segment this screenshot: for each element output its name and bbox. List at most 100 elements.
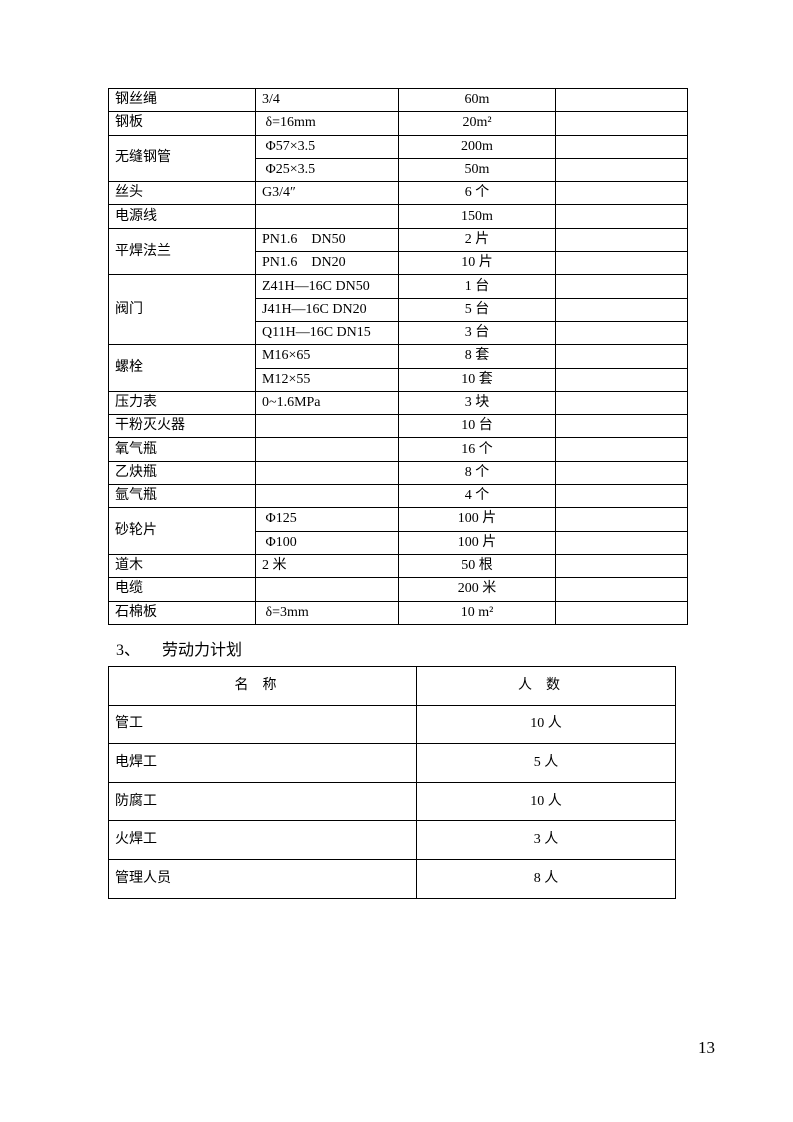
role-count: 5 人 xyxy=(416,743,676,783)
material-name: 砂轮片 xyxy=(108,507,256,555)
page-number: 13 xyxy=(698,1038,715,1057)
material-spec: M12×55 xyxy=(255,367,399,392)
material-spec: PN1.6 DN50 xyxy=(255,227,399,253)
material-quantity: 2 片 xyxy=(398,227,556,253)
material-name: 压力表 xyxy=(108,390,256,416)
material-spec: 2 米 xyxy=(255,553,399,579)
material-quantity: 6 个 xyxy=(398,181,556,206)
table-row: 管理人员 8 人 xyxy=(108,858,676,899)
table-row: M12×55 10 套 xyxy=(109,367,688,392)
material-quantity: 150m xyxy=(398,204,556,229)
material-quantity: 50m xyxy=(398,157,556,183)
material-remark xyxy=(555,134,688,159)
material-spec: Φ125 xyxy=(255,507,399,532)
material-spec: Φ25×3.5 xyxy=(255,157,399,183)
table-row: 石棉板 δ=3mm 10 m² xyxy=(108,600,688,625)
material-spec xyxy=(255,437,399,462)
table-row: 电缆 200 米 xyxy=(108,577,688,602)
material-remark xyxy=(555,507,688,532)
material-spec: 0~1.6MPa xyxy=(255,390,399,416)
material-quantity: 8 个 xyxy=(398,460,556,486)
material-name: 电源线 xyxy=(108,204,256,229)
table-row: 电源线 150m xyxy=(108,204,688,229)
material-spec xyxy=(255,577,399,602)
material-remark xyxy=(555,344,688,369)
material-remark xyxy=(555,227,688,253)
material-spec xyxy=(255,414,399,439)
table-row: 钢板 δ=16mm 20m² xyxy=(108,111,688,136)
material-name: 钢丝绳 xyxy=(108,87,256,113)
material-spec: Z41H—16C DN50 xyxy=(255,274,399,299)
material-remark xyxy=(555,414,688,439)
table-row: 平焊法兰 PN1.6 DN50 2 片 xyxy=(108,227,688,276)
material-remark xyxy=(555,577,688,602)
material-name: 无缝钢管 xyxy=(108,134,256,183)
table-row: 干粉灭火器 10 台 xyxy=(108,414,688,439)
material-quantity: 5 台 xyxy=(398,297,556,322)
material-quantity: 10 片 xyxy=(398,251,556,276)
header-name: 名称 xyxy=(108,666,417,706)
role-name: 电焊工 xyxy=(108,743,417,783)
material-remark xyxy=(555,553,688,579)
material-quantity: 20m² xyxy=(398,111,556,136)
material-name: 乙炔瓶 xyxy=(108,460,256,486)
material-remark xyxy=(555,204,688,229)
material-spec: J41H—16C DN20 xyxy=(255,297,399,322)
table-row: Φ25×3.5 50m xyxy=(109,157,688,183)
material-spec: Φ100 xyxy=(255,530,399,555)
table-row: Q11H—16C DN15 3 台 xyxy=(109,320,688,346)
material-name: 电缆 xyxy=(108,577,256,602)
table-row: 氩气瓶 4 个 xyxy=(108,484,688,509)
material-remark xyxy=(555,390,688,416)
material-spec: Φ57×3.5 xyxy=(255,134,399,159)
material-spec: Q11H—16C DN15 xyxy=(255,320,399,346)
table-row: 砂轮片 Φ125 100 片 xyxy=(108,507,688,555)
material-spec: 3/4 xyxy=(255,87,399,113)
role-name: 防腐工 xyxy=(108,781,417,822)
material-spec: M16×65 xyxy=(255,344,399,369)
role-count: 10 人 xyxy=(416,781,676,822)
table-row: PN1.6 DN20 10 片 xyxy=(109,251,688,276)
material-quantity: 16 个 xyxy=(398,437,556,462)
material-name: 平焊法兰 xyxy=(108,227,256,276)
material-quantity: 50 根 xyxy=(398,553,556,579)
material-quantity: 3 台 xyxy=(398,320,556,346)
material-remark xyxy=(555,367,688,392)
table-row: 电焊工 5 人 xyxy=(108,743,676,783)
role-name: 管理人员 xyxy=(108,858,417,899)
material-remark xyxy=(555,320,688,346)
material-quantity: 100 片 xyxy=(398,530,556,555)
table-row: J41H—16C DN20 5 台 xyxy=(109,297,688,322)
material-spec xyxy=(255,204,399,229)
material-quantity: 10 台 xyxy=(398,414,556,439)
table-row: 无缝钢管 Φ57×3.5 200m xyxy=(108,134,688,183)
table-row: 钢丝绳 3/4 60m xyxy=(108,87,688,113)
material-spec: δ=16mm xyxy=(255,111,399,136)
material-name: 钢板 xyxy=(108,111,256,136)
material-quantity: 10 套 xyxy=(398,367,556,392)
material-remark xyxy=(555,600,688,625)
table-row: 管工 10 人 xyxy=(108,704,676,745)
table-row: 道木 2 米 50 根 xyxy=(108,553,688,579)
material-remark xyxy=(555,111,688,136)
material-remark xyxy=(555,460,688,486)
table-row: 氧气瓶 16 个 xyxy=(108,437,688,462)
role-count: 10 人 xyxy=(416,704,676,745)
material-name: 道木 xyxy=(108,553,256,579)
table-header-row: 名称 人数 xyxy=(108,666,676,706)
material-remark xyxy=(555,437,688,462)
role-count: 8 人 xyxy=(416,858,676,899)
material-remark xyxy=(555,181,688,206)
material-spec: δ=3mm xyxy=(255,600,399,625)
material-remark xyxy=(555,530,688,555)
material-quantity: 1 台 xyxy=(398,274,556,299)
material-name: 干粉灭火器 xyxy=(108,414,256,439)
section-heading: 3、 劳动力计划 xyxy=(116,636,242,660)
material-spec: G3/4″ xyxy=(255,181,399,206)
header-count: 人数 xyxy=(416,666,676,706)
material-quantity: 200 米 xyxy=(398,577,556,602)
material-quantity: 200m xyxy=(398,134,556,159)
material-name: 螺栓 xyxy=(108,344,256,392)
material-remark xyxy=(555,297,688,322)
material-name: 氧气瓶 xyxy=(108,437,256,462)
